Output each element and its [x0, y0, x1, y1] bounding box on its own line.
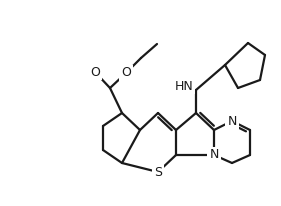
Text: S: S — [154, 165, 162, 179]
Text: O: O — [121, 67, 131, 80]
Text: HN: HN — [174, 80, 193, 92]
Text: N: N — [227, 115, 237, 128]
Text: O: O — [90, 66, 100, 78]
Text: N: N — [209, 149, 219, 162]
